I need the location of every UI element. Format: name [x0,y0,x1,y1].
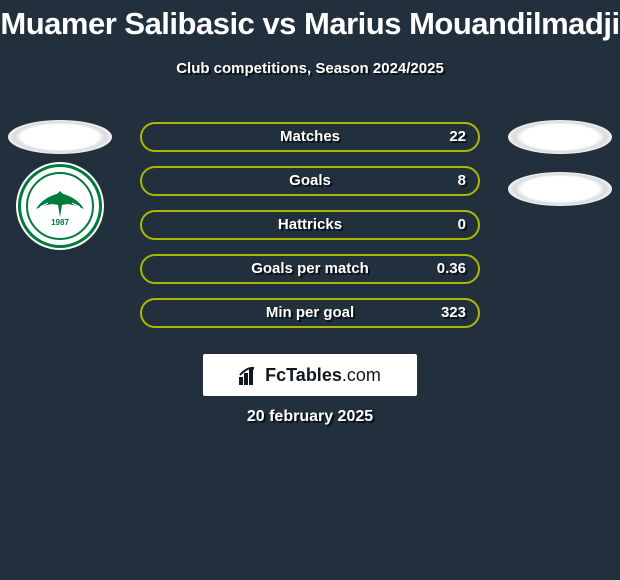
subtitle: Club competitions, Season 2024/2025 [0,60,620,77]
stat-bar: Goals per match0.36 [140,254,480,284]
bar-label: Hattricks [142,216,478,233]
bar-value-right: 323 [441,304,466,321]
vs-text: vs [262,6,295,41]
player2-club-logo [508,172,612,206]
bar-label: Min per goal [142,304,478,321]
left-side-panel: 1987 [0,120,120,248]
stats-bars: Matches22 Goals8 Hattricks0 Goals per match… [140,122,480,342]
bar-label: Matches [142,128,478,145]
stat-bar: Min per goal323 [140,298,480,328]
bar-value-right: 22 [449,128,466,145]
fctables-text: FcTables.com [265,365,381,386]
player1-club-logo: 1987 [18,164,102,248]
bar-value-right: 0 [458,216,466,233]
brand-name: FcTables [265,365,342,385]
club-year: 1987 [51,218,69,227]
stat-bar: Matches22 [140,122,480,152]
bar-value-right: 0.36 [437,260,466,277]
bar-label: Goals per match [142,260,478,277]
bar-label: Goals [142,172,478,189]
page-title: Muamer Salibasic vs Marius Mouandilmadji [0,0,620,42]
stat-bar: Goals8 [140,166,480,196]
chart-icon [239,365,261,385]
right-side-panel [500,120,620,206]
stat-bar: Hattricks0 [140,210,480,240]
player2-name: Marius Mouandilmadji [304,6,620,41]
bar-value-right: 8 [458,172,466,189]
fctables-badge: FcTables.com [203,354,417,396]
date-text: 20 february 2025 [0,408,620,426]
brand-domain: .com [342,365,381,385]
eagle-icon [34,189,86,219]
player2-avatar [508,120,612,154]
player1-avatar [8,120,112,154]
player1-name: Muamer Salibasic [0,6,254,41]
